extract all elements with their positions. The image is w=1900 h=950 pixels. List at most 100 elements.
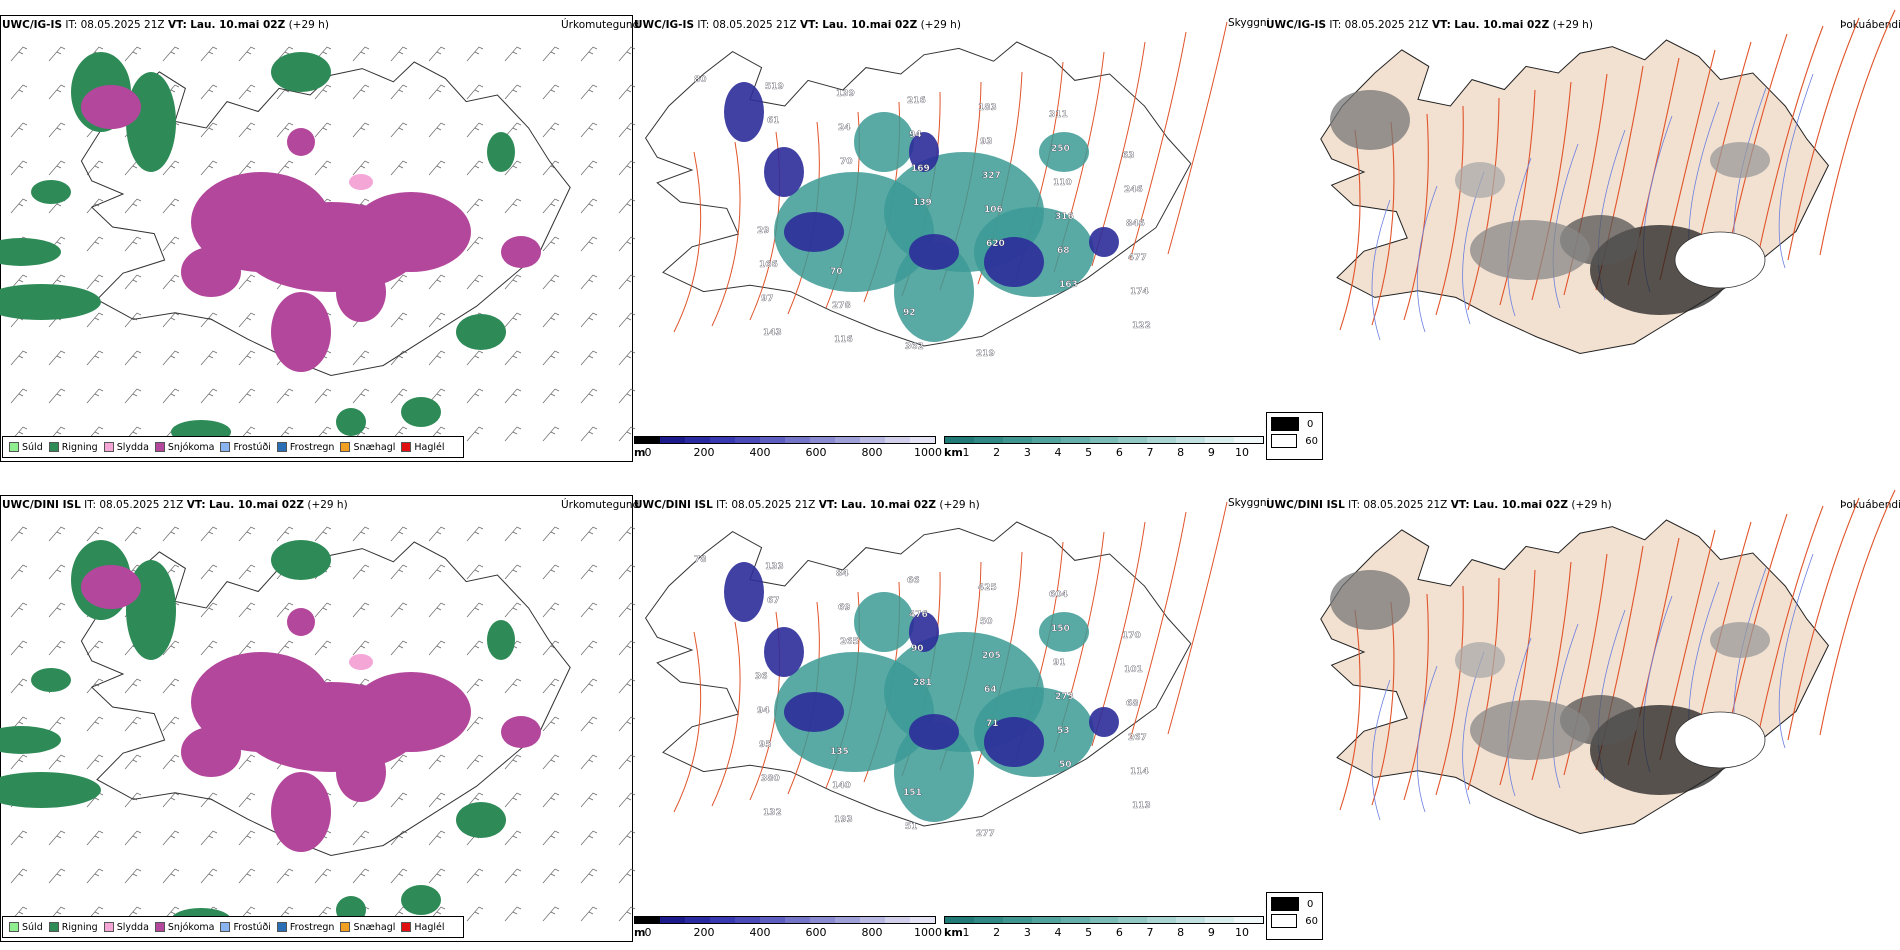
tick-label: 10 [1235, 926, 1249, 939]
cloud-base-label: 110 [1053, 178, 1072, 188]
legend-label: Frostregn [289, 921, 335, 933]
tick-label: 0 [644, 926, 652, 939]
fog-index-area [1330, 570, 1410, 630]
wind-barb [200, 84, 218, 100]
colorbar-cell [973, 437, 1003, 443]
wind-barb [618, 640, 636, 656]
wind-barb [238, 46, 256, 62]
river [1778, 553, 1814, 749]
land-area [1320, 39, 1829, 355]
legend-item: Frostúði [220, 442, 271, 453]
cloud-base-label: 92 [903, 308, 916, 318]
cloud-base-label: 139 [913, 198, 932, 208]
cloud-base-label: 311 [1049, 110, 1068, 120]
low-cloud-base-area [764, 627, 804, 677]
colorbar-cell [635, 917, 660, 923]
wind-barb [162, 678, 180, 694]
wind-barb [200, 122, 218, 138]
road [1339, 609, 1361, 811]
wind-barb [466, 46, 484, 62]
tick-label: 5 [1085, 926, 1093, 939]
fog-legend-swatch [1271, 417, 1299, 431]
wind-barb [10, 388, 28, 404]
river [1371, 679, 1391, 821]
wind-barb [124, 274, 142, 290]
tick-label: 200 [693, 926, 715, 939]
wind-barb [580, 426, 598, 442]
legend-item: Snjókoma [154, 442, 214, 453]
wind-barb [314, 388, 332, 404]
wind-barb [428, 564, 446, 580]
cloud-base-label: 51 [905, 822, 918, 832]
wind-barb [162, 830, 180, 846]
wind-barb [580, 350, 598, 366]
colorbar-cell [635, 437, 660, 443]
wind-barb [542, 236, 560, 252]
wind-barb [200, 640, 218, 656]
cloud-base-label: 106 [984, 205, 1003, 215]
visibility-unit: km [944, 446, 963, 459]
legend-swatch [220, 442, 231, 452]
snow-area [336, 262, 386, 322]
wind-barb [314, 640, 332, 656]
cloud-base-label: 169 [911, 164, 930, 174]
colorbar-cell [810, 437, 835, 443]
fog-map [1320, 489, 1896, 835]
wind-barb [542, 564, 560, 580]
rain-area [0, 284, 101, 320]
wind-barb [618, 906, 636, 922]
glacier-area [1674, 711, 1766, 769]
wind-barb [86, 236, 104, 252]
cloud-base-label: 604 [1049, 590, 1068, 600]
snow-area [287, 128, 315, 156]
cloud-base-label: 90 [911, 644, 924, 654]
visibility-ticks: 1 2 3 4 5 6 7 8 9 10 [963, 926, 1250, 940]
wind-barb [314, 84, 332, 100]
legend-swatch [9, 442, 19, 452]
wind-barb [428, 46, 446, 62]
tick-label: 6 [1115, 446, 1123, 459]
colorbar-cell [660, 437, 685, 443]
wind-barb [580, 526, 598, 542]
rain-area [456, 802, 506, 838]
tick-label: 200 [693, 446, 715, 459]
wind-barb [542, 46, 560, 62]
wind-barb [124, 526, 142, 542]
wind-barb [124, 46, 142, 62]
init-time: IT: 08.05.2025 21Z [84, 499, 184, 511]
wind-barb [428, 160, 446, 176]
cloud-base-label: 170 [1122, 631, 1141, 641]
visibility-ticks: 1 2 3 4 5 6 7 8 9 10 [963, 446, 1250, 460]
wind-barb [390, 388, 408, 404]
init-time: IT: 08.05.2025 21Z [1348, 499, 1448, 511]
wind-barb [542, 830, 560, 846]
wind-barb [124, 792, 142, 808]
wind-barb [86, 388, 104, 404]
fog-legend-label: 0 [1307, 898, 1314, 910]
valid-time: Lau. 10.mai 02Z [208, 499, 304, 511]
colorbar-cell [1176, 437, 1206, 443]
model-name: UWC/DINI ISL [2, 499, 81, 511]
wind-barb [618, 122, 636, 138]
wind-barb [162, 46, 180, 62]
cloud-base-label: 151 [903, 788, 922, 798]
road [1467, 97, 1500, 311]
cloud-base-label: 477 [1128, 253, 1147, 263]
wind-barb [162, 792, 180, 808]
wind-barb [86, 754, 104, 770]
legend-item: Frostúði [220, 922, 271, 933]
cloud-base-label: 846 [1126, 219, 1145, 229]
road [1755, 505, 1824, 746]
wind-barb [86, 274, 104, 290]
cloud-base-label: 327 [982, 171, 1001, 181]
wind-barb [428, 388, 446, 404]
wind-barb [466, 350, 484, 366]
wind-barb [466, 640, 484, 656]
wind-barb [238, 640, 256, 656]
wind-barb [124, 868, 142, 884]
cloud-base-label: 24 [838, 123, 851, 133]
fog-map [1320, 9, 1896, 355]
wind-barb [390, 84, 408, 100]
wind-barb [618, 236, 636, 252]
road [1499, 569, 1536, 786]
